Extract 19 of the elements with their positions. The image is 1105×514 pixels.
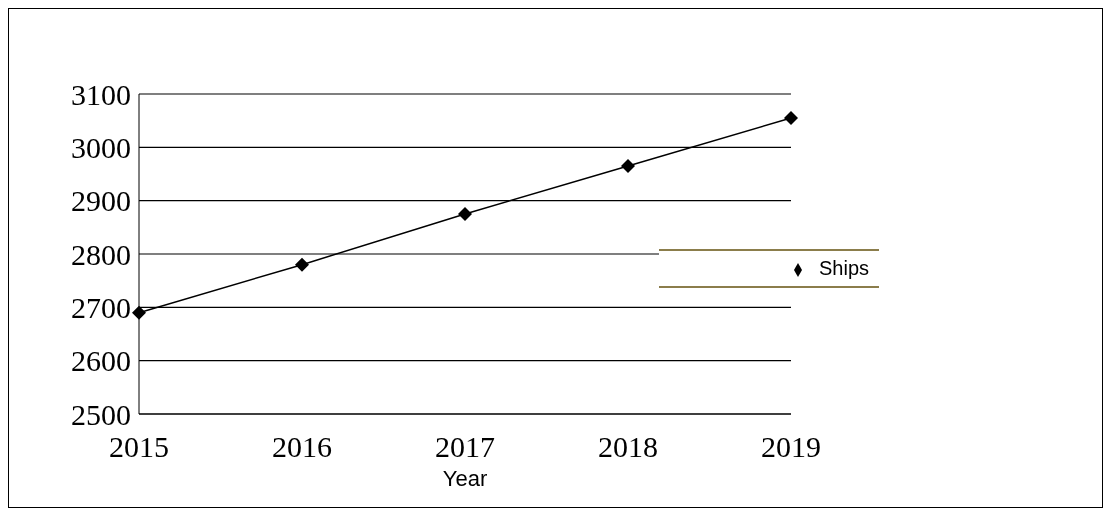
x-tick-label: 2018 [598, 430, 658, 464]
x-axis-title: Year [442, 466, 488, 491]
y-tick-label: 2900 [71, 184, 131, 218]
y-tick-label: 3000 [71, 130, 131, 164]
point [621, 159, 635, 173]
x-tick-label: 2019 [761, 430, 821, 464]
y-tick-label: 2500 [71, 397, 131, 431]
point [132, 305, 146, 320]
y-tick-label: 3100 [71, 77, 131, 111]
x-tick-label: 2017 [435, 430, 495, 464]
x-tick-label: 2016 [272, 430, 332, 464]
y-tick-label: 2800 [71, 237, 131, 271]
x-tick-label: 2015 [109, 430, 169, 464]
legend-label: Ships [818, 257, 869, 279]
point [458, 207, 472, 221]
y-tick-label: 2700 [71, 290, 131, 324]
point [784, 111, 798, 125]
point [295, 257, 309, 272]
y-tick-label: 2600 [71, 344, 131, 378]
